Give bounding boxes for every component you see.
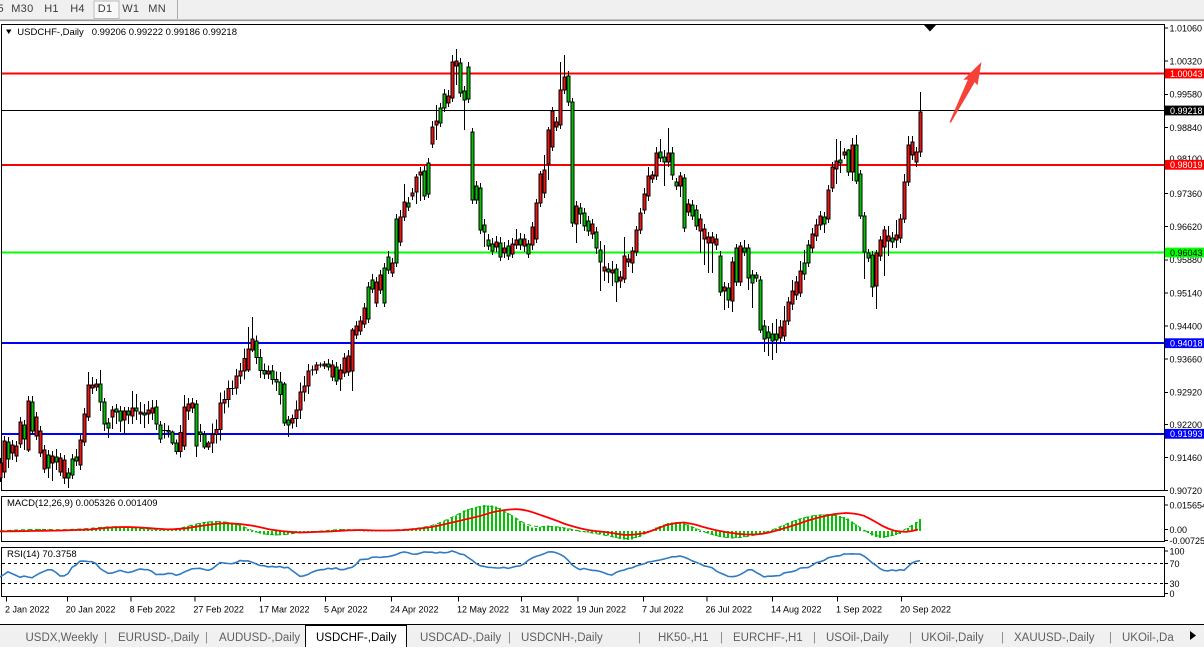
svg-text:W1: W1 <box>122 3 139 15</box>
svg-text:M30: M30 <box>11 3 33 15</box>
svg-text:H1: H1 <box>44 3 59 15</box>
svg-text:|: | <box>1001 632 1004 644</box>
svg-text:0.94400: 0.94400 <box>1170 321 1203 331</box>
svg-text:30: 30 <box>1170 579 1180 589</box>
svg-text:8 Feb 2022: 8 Feb 2022 <box>130 605 176 615</box>
svg-text:7 Jul 2022: 7 Jul 2022 <box>642 605 684 615</box>
svg-text:0.96620: 0.96620 <box>1170 222 1203 232</box>
svg-text:1.00043: 1.00043 <box>1170 69 1203 79</box>
svg-text:26 Jul 2022: 26 Jul 2022 <box>706 605 753 615</box>
svg-text:24 Apr 2022: 24 Apr 2022 <box>390 605 439 615</box>
svg-text:M5: M5 <box>0 3 4 15</box>
svg-text:1 Sep 2022: 1 Sep 2022 <box>836 605 882 615</box>
svg-text:|: | <box>104 632 107 644</box>
svg-text:0.91993: 0.91993 <box>1170 429 1203 439</box>
svg-text:D1: D1 <box>98 3 113 15</box>
svg-text:UKOil-,Daily: UKOil-,Daily <box>921 632 984 644</box>
svg-text:H4: H4 <box>70 3 85 15</box>
svg-text:-0.00725: -0.00725 <box>1170 536 1204 546</box>
svg-text:0.97360: 0.97360 <box>1170 189 1203 199</box>
svg-text:0.91460: 0.91460 <box>1170 453 1203 463</box>
svg-text:12 May 2022: 12 May 2022 <box>457 605 509 615</box>
svg-text:0.99218: 0.99218 <box>1170 106 1203 116</box>
svg-text:RSI(14) 70.3758: RSI(14) 70.3758 <box>7 549 77 560</box>
svg-text:|: | <box>720 632 723 644</box>
svg-text:0.93660: 0.93660 <box>1170 355 1203 365</box>
svg-text:0: 0 <box>1170 589 1175 599</box>
svg-text:HK50-,H1: HK50-,H1 <box>658 632 709 644</box>
svg-text:XAUUSD-,Daily: XAUUSD-,Daily <box>1014 632 1095 644</box>
svg-text:|: | <box>638 632 641 644</box>
svg-text:31 May 2022: 31 May 2022 <box>520 605 572 615</box>
svg-text:USDCAD-,Daily: USDCAD-,Daily <box>420 632 501 644</box>
svg-text:2 Jan 2022: 2 Jan 2022 <box>5 605 50 615</box>
svg-text:17 Mar 2022: 17 Mar 2022 <box>259 605 310 615</box>
svg-text:EURCHF-,H1: EURCHF-,H1 <box>733 632 803 644</box>
svg-text:|: | <box>1109 632 1112 644</box>
svg-text:USDCHF-,Daily 0.99206 0.9922: USDCHF-,Daily 0.99206 0.99222 0.99186 0.… <box>17 27 237 38</box>
svg-text:USDCHF-,Daily: USDCHF-,Daily <box>316 632 397 644</box>
svg-text:14 Aug 2022: 14 Aug 2022 <box>771 605 822 615</box>
svg-text:0.90720: 0.90720 <box>1170 486 1203 496</box>
svg-text:UKOil-,Da: UKOil-,Da <box>1122 632 1174 644</box>
svg-text:0.98019: 0.98019 <box>1170 160 1203 170</box>
svg-text:USDCNH-,Daily: USDCNH-,Daily <box>521 632 603 644</box>
svg-text:0.94018: 0.94018 <box>1170 339 1203 349</box>
svg-text:0.96043: 0.96043 <box>1170 248 1203 258</box>
svg-text:MN: MN <box>148 3 166 15</box>
svg-text:USOil-,Daily: USOil-,Daily <box>826 632 889 644</box>
svg-text:20 Jan 2022: 20 Jan 2022 <box>66 605 116 615</box>
svg-text:MACD(12,26,9) 0.005326 0.00140: MACD(12,26,9) 0.005326 0.001409 <box>7 498 158 509</box>
svg-text:20 Sep 2022: 20 Sep 2022 <box>900 605 951 615</box>
svg-text:27 Feb 2022: 27 Feb 2022 <box>193 605 244 615</box>
svg-text:|: | <box>508 632 511 644</box>
svg-text:0.98840: 0.98840 <box>1170 123 1203 133</box>
svg-text:0.99580: 0.99580 <box>1170 90 1203 100</box>
svg-text:1.01060: 1.01060 <box>1170 23 1203 33</box>
svg-text:|: | <box>813 632 816 644</box>
svg-text:5 Apr 2022: 5 Apr 2022 <box>324 605 368 615</box>
svg-text:EURUSD-,Daily: EURUSD-,Daily <box>118 632 199 644</box>
svg-text:0.92920: 0.92920 <box>1170 388 1203 398</box>
svg-text:0.015654: 0.015654 <box>1170 500 1204 510</box>
svg-text:|: | <box>909 632 912 644</box>
svg-text:|: | <box>205 632 208 644</box>
svg-text:1.00320: 1.00320 <box>1170 57 1203 67</box>
svg-text:AUDUSD-,Daily: AUDUSD-,Daily <box>219 632 300 644</box>
svg-text:19 Jun 2022: 19 Jun 2022 <box>577 605 627 615</box>
svg-text:USDX,Weekly: USDX,Weekly <box>26 632 99 644</box>
svg-text:70: 70 <box>1170 559 1180 569</box>
svg-text:0.95140: 0.95140 <box>1170 288 1203 298</box>
svg-text:100: 100 <box>1170 546 1185 556</box>
svg-text:0.00: 0.00 <box>1170 525 1188 535</box>
